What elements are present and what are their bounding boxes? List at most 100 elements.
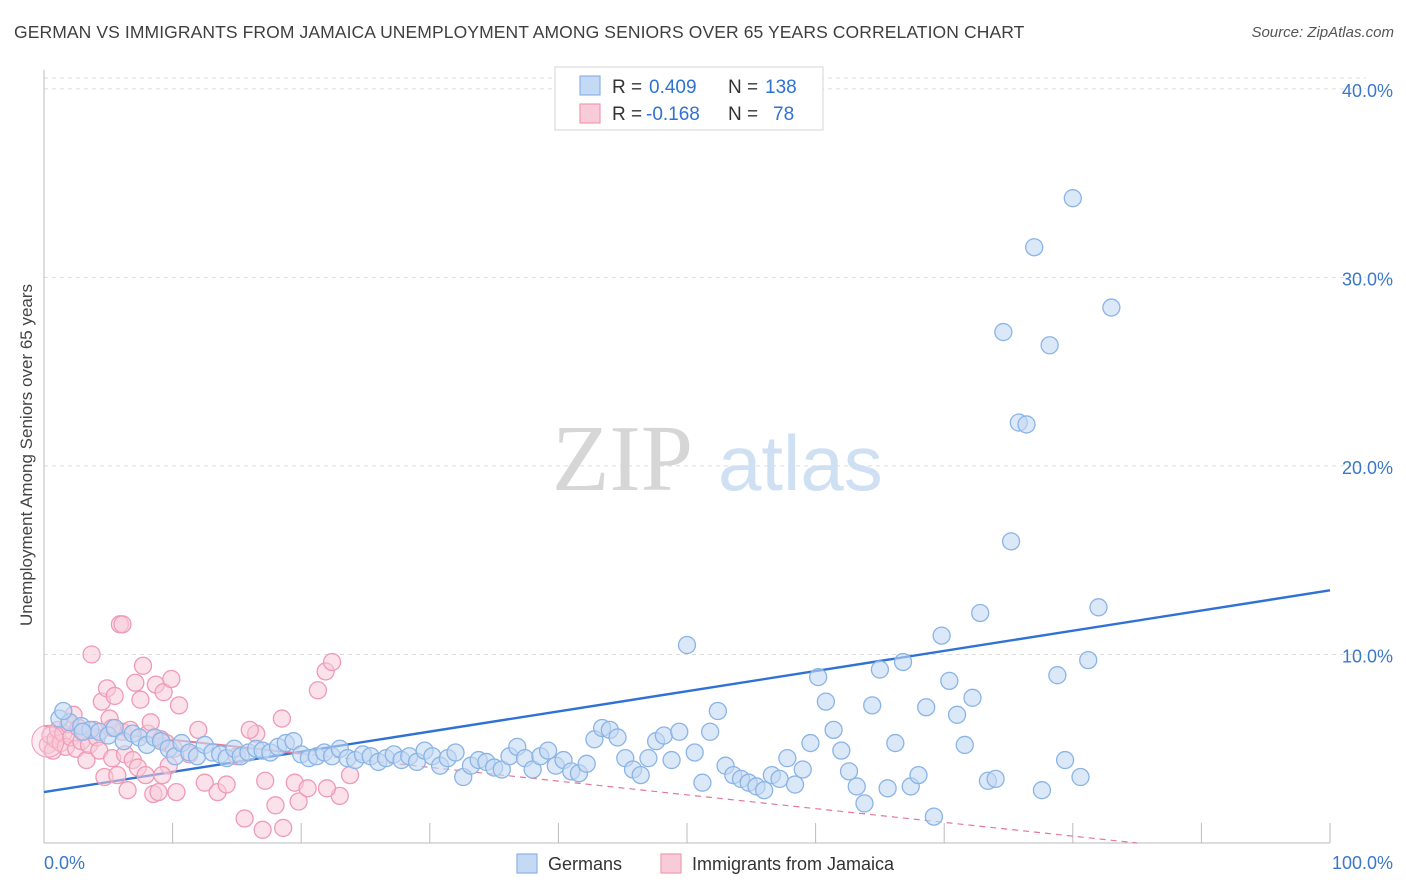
point-germans bbox=[824, 720, 843, 740]
point-jamaica bbox=[253, 820, 272, 839]
point-germans bbox=[1089, 598, 1108, 617]
point-jamaica bbox=[118, 781, 137, 800]
point-germans bbox=[801, 733, 820, 753]
legend-bottom: Germans Immigrants from Jamaica bbox=[516, 853, 895, 874]
series-germans-points bbox=[50, 189, 1121, 826]
point-germans bbox=[639, 749, 658, 768]
legend-n-value-germans: 138 bbox=[765, 77, 797, 98]
point-germans bbox=[708, 701, 728, 721]
point-germans bbox=[886, 733, 905, 753]
bottom-legend-swatch-jamaica bbox=[660, 853, 682, 874]
point-germans bbox=[971, 603, 990, 623]
legend-n-value-jamaica: 78 bbox=[773, 104, 794, 125]
point-germans bbox=[73, 722, 92, 741]
point-germans bbox=[878, 779, 897, 798]
point-jamaica bbox=[82, 645, 101, 664]
bottom-legend-swatch-germans bbox=[516, 853, 538, 874]
point-germans bbox=[1102, 298, 1121, 317]
point-germans bbox=[909, 765, 928, 785]
point-germans bbox=[994, 322, 1013, 342]
point-germans bbox=[631, 765, 650, 785]
point-jamaica bbox=[105, 686, 124, 706]
point-germans bbox=[832, 741, 851, 760]
point-germans bbox=[54, 701, 73, 721]
watermark-zip: ZIP bbox=[552, 407, 693, 511]
y-tick-label-10: 10.0% bbox=[1342, 646, 1393, 666]
point-jamaica bbox=[272, 709, 292, 728]
point-germans bbox=[917, 698, 936, 717]
legend-top: R = 0.409 N = 138 R = -0.168 N = 78 bbox=[554, 66, 824, 131]
point-jamaica bbox=[340, 765, 360, 785]
point-germans bbox=[1079, 650, 1098, 670]
legend-n-label-germans: N = bbox=[728, 77, 758, 98]
bottom-legend-label-jamaica: Immigrants from Jamaica bbox=[692, 854, 895, 874]
point-jamaica bbox=[113, 615, 132, 634]
point-germans bbox=[893, 652, 913, 672]
legend-r-label-jamaica: R = bbox=[612, 104, 642, 125]
point-jamaica bbox=[235, 809, 254, 828]
point-germans bbox=[1048, 666, 1067, 685]
point-jamaica bbox=[266, 796, 285, 815]
point-jamaica bbox=[131, 690, 150, 709]
point-germans bbox=[963, 688, 982, 707]
point-germans bbox=[1063, 189, 1082, 208]
chart-title: GERMAN VS IMMIGRANTS FROM JAMAICA UNEMPL… bbox=[14, 22, 1025, 42]
point-germans bbox=[793, 760, 812, 779]
point-jamaica bbox=[169, 696, 189, 715]
y-tick-label-30: 30.0% bbox=[1342, 269, 1393, 289]
point-germans bbox=[670, 722, 689, 741]
point-germans bbox=[700, 722, 720, 741]
legend-r-label-germans: R = bbox=[612, 77, 642, 98]
legend-r-value-germans: 0.409 bbox=[649, 77, 697, 98]
grid-lines bbox=[44, 77, 1366, 655]
point-germans bbox=[1040, 336, 1059, 355]
point-germans bbox=[662, 750, 681, 770]
point-germans bbox=[1001, 532, 1021, 551]
point-germans bbox=[940, 671, 959, 691]
point-germans bbox=[1017, 415, 1036, 434]
point-germans bbox=[693, 773, 712, 792]
point-germans bbox=[809, 667, 828, 687]
point-jamaica bbox=[298, 779, 317, 798]
point-germans bbox=[785, 775, 805, 794]
point-jamaica bbox=[133, 656, 153, 675]
x-tick-label-max: 100.0% bbox=[1332, 853, 1393, 873]
watermark-atlas: atlas bbox=[718, 419, 883, 507]
point-germans bbox=[924, 807, 944, 826]
point-germans bbox=[1025, 238, 1044, 257]
trend-line-jamaica-dashed bbox=[301, 753, 1138, 844]
point-germans bbox=[947, 705, 967, 724]
point-jamaica bbox=[136, 765, 155, 785]
point-germans bbox=[677, 635, 697, 655]
point-jamaica bbox=[274, 818, 293, 838]
point-germans bbox=[1071, 767, 1090, 787]
legend-swatch-jamaica bbox=[579, 103, 601, 124]
point-germans bbox=[685, 743, 704, 762]
point-germans bbox=[538, 741, 558, 760]
point-jamaica bbox=[153, 765, 172, 785]
legend-n-label-jamaica: N = bbox=[728, 104, 758, 125]
point-jamaica bbox=[308, 681, 328, 700]
watermark: ZIP atlas bbox=[552, 407, 883, 511]
axes bbox=[43, 70, 1331, 844]
point-jamaica bbox=[162, 669, 181, 689]
point-jamaica bbox=[195, 773, 214, 792]
x-tick-label-min: 0.0% bbox=[44, 853, 85, 873]
point-germans bbox=[770, 769, 789, 789]
point-jamaica bbox=[108, 765, 127, 785]
point-germans bbox=[986, 769, 1005, 789]
y-tick-label-40: 40.0% bbox=[1342, 81, 1393, 101]
point-germans bbox=[870, 660, 890, 679]
point-germans bbox=[105, 718, 124, 738]
legend-r-value-jamaica: -0.168 bbox=[646, 104, 700, 125]
y-axis-label: Unemployment Among Seniors over 65 years bbox=[17, 284, 36, 626]
point-germans bbox=[855, 794, 874, 813]
point-germans bbox=[955, 735, 974, 755]
point-germans bbox=[778, 749, 797, 768]
point-germans bbox=[932, 626, 951, 645]
point-jamaica bbox=[256, 771, 275, 790]
chart-source: Source: ZipAtlas.com bbox=[1251, 24, 1394, 41]
point-jamaica bbox=[317, 779, 337, 798]
point-germans bbox=[755, 781, 774, 800]
